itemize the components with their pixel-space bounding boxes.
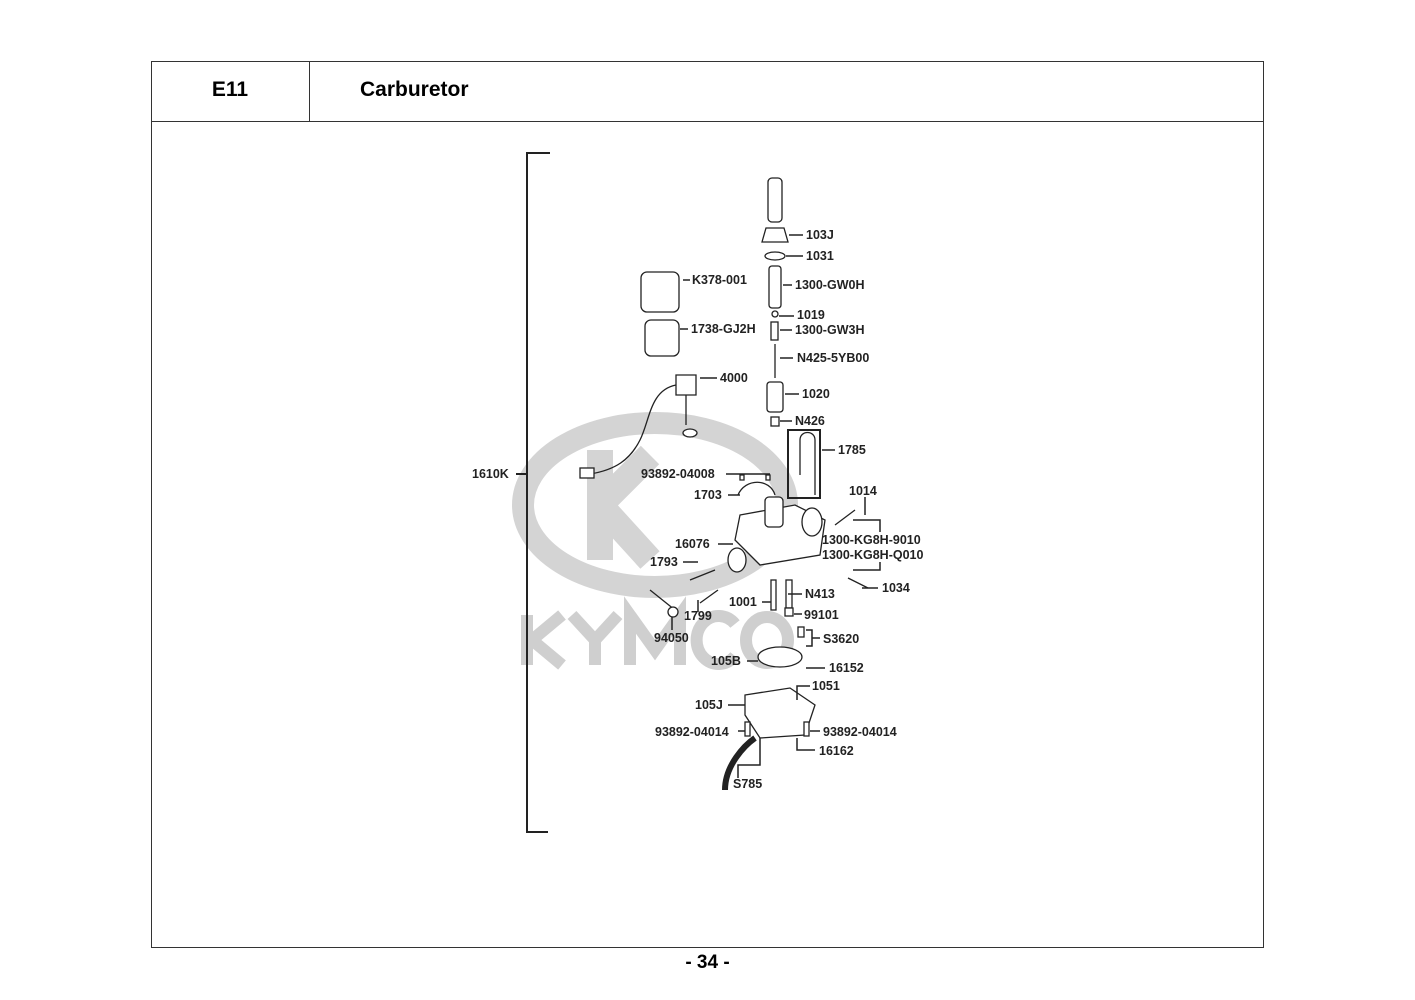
part-label[interactable]: 1014: [849, 484, 877, 498]
assembly-bracket: [516, 152, 550, 833]
part-label[interactable]: 1300-KG8H-9010: [822, 533, 921, 547]
part-label[interactable]: N413: [805, 587, 835, 601]
assembly-label: 1610K: [472, 467, 509, 481]
part-label[interactable]: N425-5YB00: [797, 351, 870, 365]
header-cell-divider: [309, 61, 310, 122]
part-label[interactable]: 1020: [802, 387, 830, 401]
part-label[interactable]: 1793: [650, 555, 678, 569]
part-label[interactable]: K378-001: [692, 273, 747, 287]
part-label[interactable]: 16152: [829, 661, 864, 675]
part-label[interactable]: 1703: [694, 488, 722, 502]
part-label[interactable]: 93892-04014: [823, 725, 897, 739]
part-label[interactable]: 16076: [675, 537, 710, 551]
part-label[interactable]: 105J: [695, 698, 723, 712]
part-drawings: [579, 177, 869, 791]
section-code: E11: [211, 78, 249, 101]
part-label[interactable]: 1785: [838, 443, 866, 457]
part-label[interactable]: 1300-GW3H: [795, 323, 865, 337]
part-label[interactable]: 93892-04014: [655, 725, 729, 739]
part-label[interactable]: 1031: [806, 249, 834, 263]
part-label[interactable]: S785: [733, 777, 763, 791]
page-frame: [151, 61, 1264, 948]
part-label[interactable]: 93892-04008: [641, 467, 715, 481]
leader-lines: [671, 234, 881, 778]
part-label[interactable]: 105B: [711, 654, 741, 668]
part-label[interactable]: 1001: [729, 595, 757, 609]
part-label[interactable]: 16162: [819, 744, 854, 758]
part-label[interactable]: 1034: [882, 581, 910, 595]
part-label[interactable]: 99101: [804, 608, 839, 622]
part-label[interactable]: 1300-GW0H: [795, 278, 865, 292]
page-title: Carburetor: [360, 78, 469, 101]
part-label[interactable]: 103J: [806, 228, 834, 242]
page-number: - 34 -: [685, 952, 730, 973]
header-divider: [151, 121, 1263, 122]
part-label[interactable]: 1051: [812, 679, 840, 693]
part-label[interactable]: 1300-KG8H-Q010: [822, 548, 924, 562]
part-label[interactable]: 94050: [654, 631, 689, 645]
kymco-watermark-logo: [512, 412, 798, 598]
part-label[interactable]: 1799: [684, 609, 712, 623]
part-label[interactable]: S3620: [823, 632, 860, 646]
part-label[interactable]: 1738-GJ2H: [691, 322, 756, 336]
part-label[interactable]: 1019: [797, 308, 825, 322]
part-label[interactable]: N426: [795, 414, 825, 428]
part-label[interactable]: 4000: [720, 371, 748, 385]
